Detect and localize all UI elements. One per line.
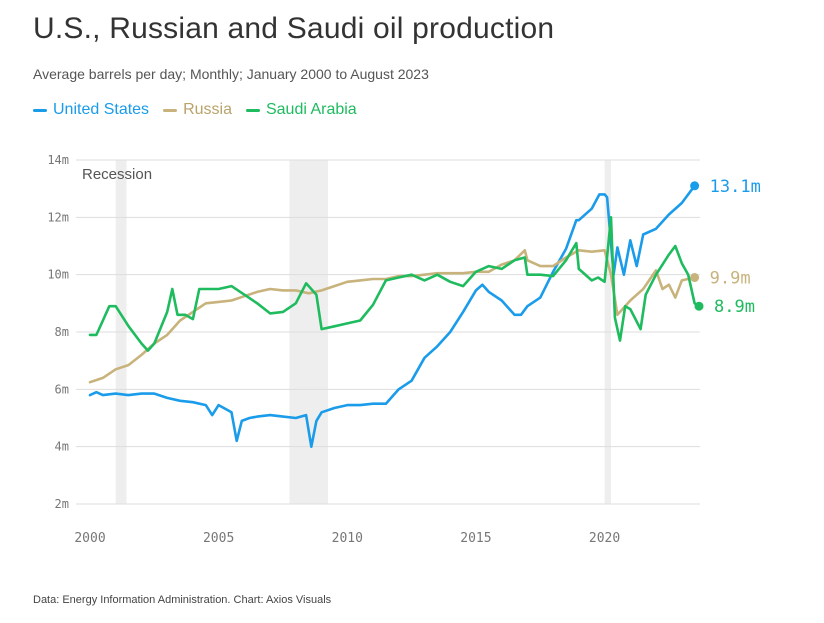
line-chart: 2m 4m 6m 8m 10m 12m 14m 2000 2005 2010 2015 2020 R… xyxy=(47,153,761,546)
series-line-saudi-arabia xyxy=(88,216,701,352)
x-tick-label: 2020 xyxy=(589,531,620,546)
x-tick-label: 2005 xyxy=(203,531,234,546)
legend-swatch-russia xyxy=(163,108,178,112)
x-tick-label: 2000 xyxy=(74,531,105,546)
legend-swatch-united-states xyxy=(33,108,47,112)
chart-title: U.S., Russian and Saudi oil production xyxy=(33,12,555,45)
x-axis: 2000 2005 2010 2015 2020 xyxy=(74,531,620,546)
source-note: Data: Energy Information Administration.… xyxy=(33,594,332,606)
x-tick-label: 2015 xyxy=(460,531,491,546)
chart-legend: United States Russia Saudi Arabia xyxy=(33,101,357,119)
y-tick-label: 14m xyxy=(47,153,69,167)
y-tick-label: 6m xyxy=(55,382,69,396)
series-endpoints: 13.1m 9.9m 8.9m xyxy=(690,177,761,317)
series-endpoint-united-states xyxy=(690,181,700,191)
x-tick-label: 2010 xyxy=(332,531,363,546)
legend-label-saudi-arabia: Saudi Arabia xyxy=(265,101,357,118)
series-line-united-states xyxy=(88,184,696,448)
legend-label-russia: Russia xyxy=(183,101,232,118)
y-tick-label: 4m xyxy=(55,440,69,454)
y-tick-label: 12m xyxy=(47,210,69,224)
recession-label: Recession xyxy=(82,166,152,183)
end-label-russia: 9.9m xyxy=(710,269,751,289)
series-lines xyxy=(88,184,701,448)
legend-swatch-saudi-arabia xyxy=(245,108,260,112)
y-axis: 2m 4m 6m 8m 10m 12m 14m xyxy=(47,153,69,511)
series-line-russia xyxy=(88,249,696,384)
legend-label-united-states: United States xyxy=(53,101,150,118)
series-endpoint-russia xyxy=(690,273,700,283)
series-endpoint-saudi-arabia xyxy=(694,301,704,311)
end-label-saudi-arabia: 8.9m xyxy=(714,297,755,317)
chart-subtitle: Average barrels per day; Monthly; Januar… xyxy=(33,66,429,82)
legend-item-united-states: United States xyxy=(33,101,149,119)
y-tick-label: 8m xyxy=(55,325,69,339)
y-tick-label: 2m xyxy=(55,497,69,511)
legend-item-saudi-arabia: Saudi Arabia xyxy=(245,101,357,119)
legend-item-russia: Russia xyxy=(163,101,232,119)
end-label-united-states: 13.1m xyxy=(710,177,761,197)
gridlines xyxy=(76,159,700,505)
y-tick-label: 10m xyxy=(47,268,69,282)
